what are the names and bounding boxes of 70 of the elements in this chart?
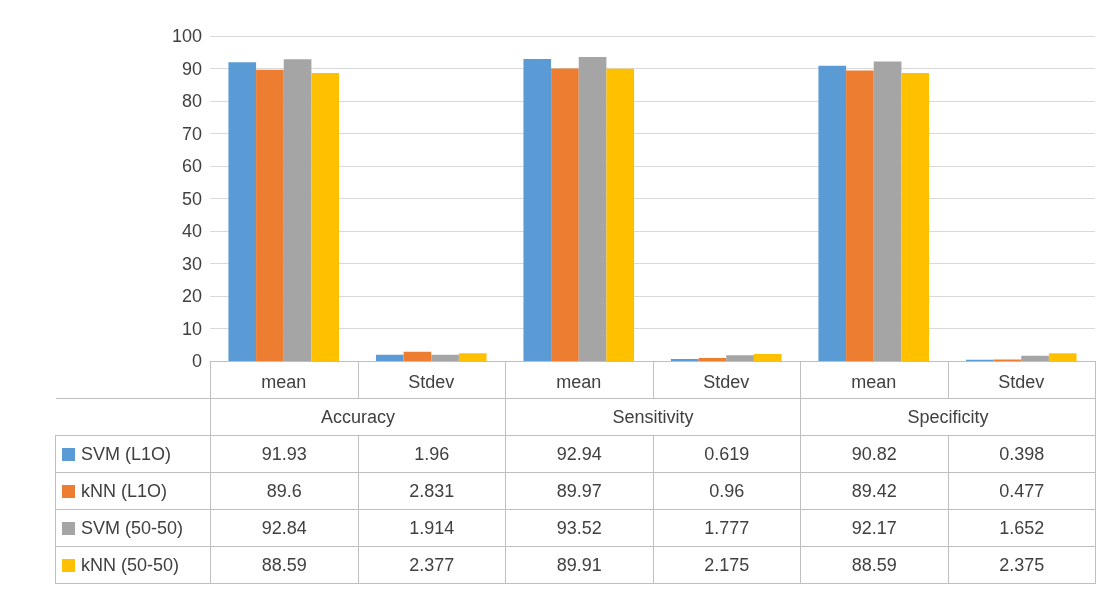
x-tick-label: Stdev	[998, 372, 1045, 392]
bar	[256, 69, 284, 361]
x-tick-label: Stdev	[703, 372, 750, 392]
bar	[458, 353, 487, 361]
bar	[726, 355, 754, 361]
bar	[606, 68, 635, 361]
bar	[698, 357, 727, 361]
legend-label: kNN (L1O)	[55, 472, 211, 510]
y-tick-label: 100	[171, 26, 202, 46]
y-tick-label: 70	[181, 123, 202, 144]
bar	[1048, 353, 1077, 361]
bar	[818, 65, 847, 361]
data-label: 0.619	[653, 435, 801, 473]
y-tick-label: 50	[181, 188, 202, 209]
x-tick-label: mean	[851, 372, 897, 392]
x-tick-label: mean	[556, 372, 602, 392]
legend-label: SVM (50-50)	[55, 509, 211, 547]
bar	[431, 354, 459, 361]
data-label: 1.96	[358, 435, 506, 473]
data-label: 2.175	[653, 546, 801, 584]
data-label: 2.375	[948, 546, 1096, 584]
data-label: 89.42	[800, 472, 948, 510]
data-label: 1.777	[653, 509, 801, 547]
bar	[311, 73, 340, 361]
legend-label: SVM (L1O)	[55, 435, 211, 473]
data-label: 89.91	[505, 546, 653, 584]
data-label: 92.94	[505, 435, 653, 473]
y-tick-label: 60	[181, 156, 202, 176]
y-tick-label: 40	[181, 221, 202, 241]
data-label: 92.84	[210, 509, 358, 547]
data-label: 0.398	[948, 435, 1096, 473]
bar	[901, 73, 930, 361]
bar	[551, 68, 579, 361]
y-tick-label: 30	[181, 253, 202, 274]
bar	[523, 58, 552, 361]
bar	[670, 358, 699, 361]
data-label: 89.97	[505, 472, 653, 510]
data-label: 0.96	[653, 472, 801, 510]
data-label: 91.93	[210, 435, 358, 473]
data-label: 88.59	[800, 546, 948, 584]
data-label: 88.59	[210, 546, 358, 584]
text: Sensitivity	[505, 398, 801, 436]
bar	[873, 61, 902, 361]
data-label: 1.652	[948, 509, 1096, 547]
bar	[403, 351, 432, 361]
x-tick-label: Stdev	[408, 372, 455, 392]
text: Specificity	[800, 398, 1096, 436]
data-label: 0.477	[948, 472, 1096, 510]
text: Accuracy	[210, 398, 506, 436]
y-tick-label: 0	[191, 351, 202, 371]
bar	[753, 353, 782, 361]
data-label: 2.377	[358, 546, 506, 584]
bar	[283, 59, 312, 361]
bar	[1021, 355, 1049, 361]
data-label: 92.17	[800, 509, 948, 547]
y-tick-label: 10	[181, 318, 202, 339]
bar	[228, 62, 257, 361]
legend-label: kNN (50-50)	[55, 546, 211, 584]
bar	[846, 70, 874, 361]
y-tick-label: 90	[181, 58, 202, 79]
data-label: 89.6	[210, 472, 358, 510]
data-label: 2.831	[358, 472, 506, 510]
data-label: 93.52	[505, 509, 653, 547]
data-label: 90.82	[800, 435, 948, 473]
bar	[375, 354, 404, 361]
bar	[578, 57, 607, 361]
data-label: 1.914	[358, 509, 506, 547]
x-tick-label: mean	[261, 372, 307, 392]
y-tick-label: 80	[181, 91, 202, 111]
y-tick-label: 20	[181, 286, 202, 306]
